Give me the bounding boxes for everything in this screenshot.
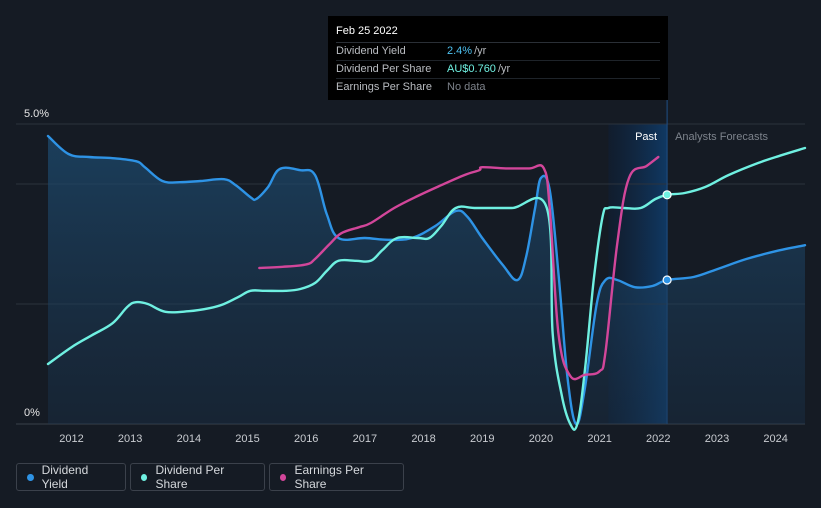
legend-toggle-earnings-per-share[interactable]: Earnings Per Share (269, 463, 404, 491)
dividend-yield-area (48, 136, 805, 425)
legend-label: Earnings Per Share (294, 463, 364, 491)
x-tick-label: 2015 (235, 433, 259, 445)
earnings-per-share-line (258, 155, 660, 381)
x-tick-label: 2024 (763, 433, 787, 445)
x-tick-label: 2017 (353, 433, 377, 445)
tooltip-unit: /yr (474, 45, 487, 57)
x-tick-label: 2013 (118, 433, 142, 445)
tooltip-value: No data (447, 81, 486, 93)
legend-dot-icon (27, 473, 34, 481)
tooltip-unit: /yr (497, 63, 511, 75)
tooltip-value: 2.4% (447, 45, 473, 57)
tooltip-label: Earnings Per Share (336, 81, 432, 93)
x-tick-label: 2022 (646, 433, 670, 445)
dividend-yield-line (46, 134, 807, 426)
hover-tooltip: Feb 25 2022 Dividend Yield 2.4% /yr Divi… (328, 16, 668, 100)
x-tick-label: 2020 (529, 433, 553, 445)
x-tick-label: 2021 (587, 433, 611, 445)
tooltip-date: Feb 25 2022 (336, 24, 660, 43)
legend-dot-icon (280, 473, 287, 481)
tooltip-row-earnings-per-share: Earnings Per Share No data (336, 79, 660, 96)
current-value-marker (662, 275, 672, 285)
current-value-marker (662, 190, 672, 200)
x-tick-label: 2012 (59, 433, 83, 445)
x-tick-label: 2019 (470, 433, 494, 445)
tooltip-row-dividend-per-share: Dividend Per Share AU$0.760 /yr (336, 61, 660, 79)
y-tick-label: 5.0% (24, 108, 49, 120)
legend-dot-icon (141, 473, 148, 481)
x-tick-label: 2023 (705, 433, 729, 445)
chart-legend: Dividend Yield Dividend Per Share Earnin… (16, 463, 404, 491)
tooltip-label: Dividend Per Share (336, 63, 432, 75)
tooltip-value: AU$0.760 (447, 63, 496, 75)
dividend-per-share-line (46, 146, 807, 431)
tooltip-row-dividend-yield: Dividend Yield 2.4% /yr (336, 43, 660, 61)
forecast-label: Analysts Forecasts (675, 131, 768, 143)
legend-label: Dividend Per Share (155, 463, 225, 491)
past-label: Past (635, 131, 657, 143)
x-tick-label: 2016 (294, 433, 318, 445)
x-tick-label: 2014 (177, 433, 201, 445)
legend-toggle-dividend-yield[interactable]: Dividend Yield (16, 463, 126, 491)
x-tick-label: 2018 (411, 433, 435, 445)
legend-toggle-dividend-per-share[interactable]: Dividend Per Share (130, 463, 265, 491)
y-tick-label: 0% (24, 407, 40, 419)
tooltip-label: Dividend Yield (336, 45, 406, 57)
legend-label: Dividend Yield (41, 463, 89, 491)
